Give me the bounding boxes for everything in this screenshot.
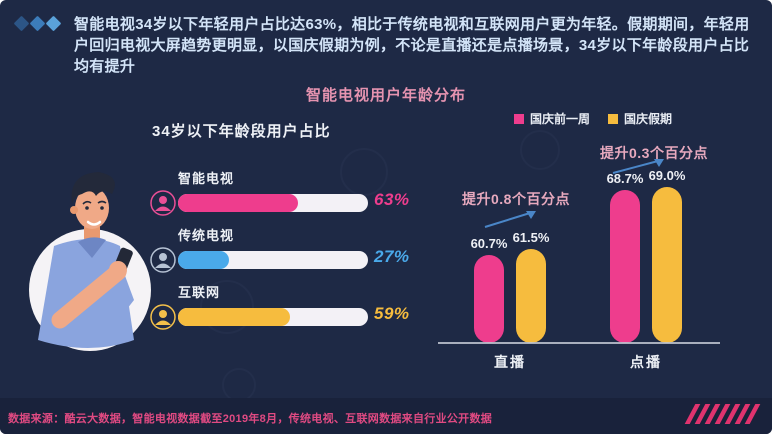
arrow-up-right-icon	[612, 159, 664, 174]
hbar-value: 63%	[374, 190, 410, 209]
hbar-fill	[178, 194, 298, 212]
page-title: 智能电视用户年龄分布	[305, 87, 466, 104]
axis-label-live: 直播	[494, 354, 526, 370]
hbar-label: 智能电视	[178, 171, 235, 186]
bullet-diamonds-icon	[13, 15, 64, 77]
hbar-row-traditional-tv: 传统电视 27%	[150, 225, 440, 275]
watermark-ring	[222, 368, 256, 402]
watermark-ring	[520, 130, 560, 170]
legend-item-prevweek: 国庆前一周	[514, 110, 590, 127]
bar-vod-holiday	[652, 187, 682, 343]
hbar-track	[178, 308, 368, 326]
bar-value-label: 69.0%	[648, 168, 686, 183]
person-circle-icon	[150, 190, 176, 216]
hbar-row-smart-tv: 智能电视 63%	[150, 168, 440, 218]
bar-live-holiday	[516, 249, 546, 343]
intro-section: 智能电视34岁以下年轻用户占比达63%，相比于传统电视和互联网用户更为年轻。假期…	[13, 14, 760, 77]
hbar-label: 传统电视	[178, 228, 235, 243]
legend-swatch-icon	[608, 113, 619, 124]
diamond-icon	[45, 15, 62, 32]
person-circle-icon	[150, 247, 176, 273]
arrow-up-right-icon	[484, 211, 536, 228]
diamond-icon	[13, 15, 30, 32]
hbar-row-internet: 互联网 59%	[150, 282, 440, 332]
hbar-value: 59%	[374, 304, 410, 323]
legend: 国庆前一周 国庆假期	[514, 110, 672, 127]
legend-label: 国庆假期	[624, 112, 673, 126]
person-illustration	[8, 150, 158, 380]
legend-label: 国庆前一周	[530, 112, 591, 126]
x-axis-baseline	[438, 342, 720, 344]
watermark-ring	[200, 280, 254, 334]
diamond-icon	[29, 15, 46, 32]
bar-live-prevweek	[474, 255, 504, 343]
axis-label-vod: 点播	[630, 354, 662, 370]
intro-text: 智能电视34岁以下年轻用户占比达63%，相比于传统电视和互联网用户更为年轻。假期…	[74, 16, 750, 75]
person-circle-icon	[150, 304, 176, 330]
hbar-fill	[178, 308, 290, 326]
hbar-track	[178, 194, 368, 212]
data-source-note: 数据来源：酷云大数据，智能电视数据截至2019年8月，传统电视、互联网数据来自行…	[8, 413, 493, 425]
hbar-label: 互联网	[178, 285, 221, 300]
legend-swatch-icon	[514, 113, 524, 124]
bar-value-label: 68.7%	[606, 171, 644, 186]
footer-band	[0, 398, 772, 434]
left-chart-heading: 34岁以下年龄段用户占比	[152, 123, 331, 140]
hbar-track	[178, 251, 368, 269]
hbar-fill	[178, 251, 229, 269]
bar-value-label: 60.7%	[470, 236, 508, 251]
decorative-stripes-icon	[684, 404, 761, 424]
annotation-live-gain: 提升0.8个百分点	[462, 191, 570, 207]
legend-item-holiday: 国庆假期	[608, 110, 672, 127]
bar-value-label: 61.5%	[512, 230, 550, 245]
annotation-vod-gain: 提升0.3个百分点	[600, 145, 708, 161]
hbar-value: 27%	[374, 247, 410, 266]
bar-vod-prevweek	[610, 190, 640, 343]
